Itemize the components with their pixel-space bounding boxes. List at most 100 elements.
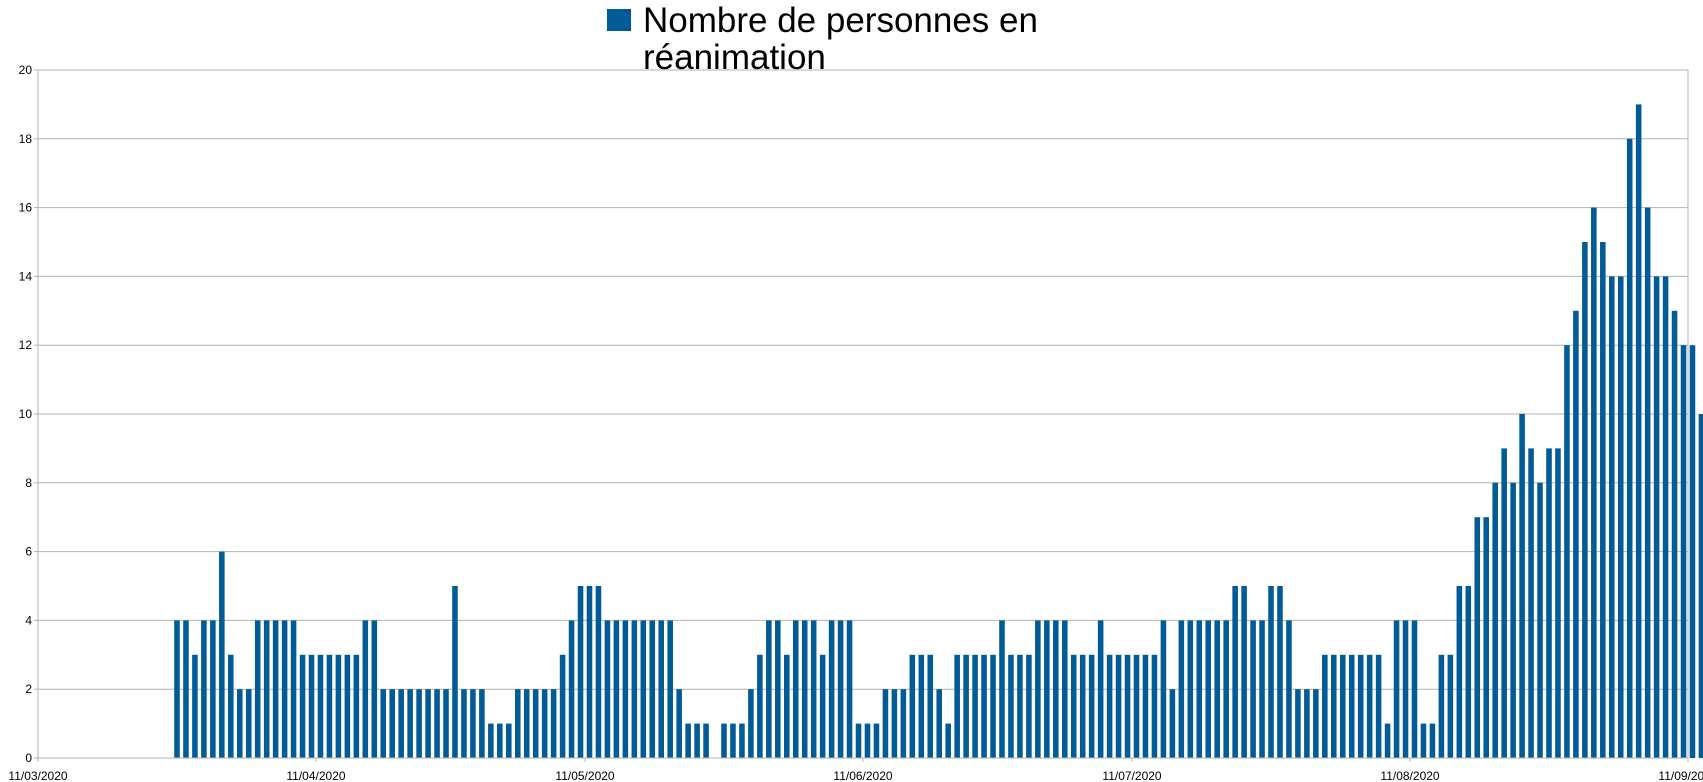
- bar: [676, 689, 682, 758]
- bar: [1187, 620, 1194, 758]
- bar: [1375, 654, 1382, 758]
- bar: [514, 689, 521, 758]
- bar: [1106, 654, 1113, 758]
- x-axis-ticks: 11/03/2020 11/04/2020 11/05/2020 11/06/2020…: [8, 758, 1703, 782]
- bar: [335, 654, 342, 758]
- bar: [398, 689, 404, 758]
- bar: [864, 723, 871, 758]
- bar: [873, 723, 880, 758]
- y-tick-label: 0: [25, 751, 32, 765]
- bar: [1348, 654, 1355, 758]
- bar: [219, 551, 225, 758]
- bar: [1680, 345, 1687, 758]
- bar: [1474, 517, 1481, 758]
- bar: [945, 723, 951, 758]
- bar: [1662, 276, 1669, 758]
- bar: [1088, 654, 1095, 758]
- bar: [1528, 448, 1534, 758]
- bar: [1061, 620, 1068, 758]
- bar: [658, 620, 665, 758]
- bar: [470, 689, 476, 758]
- bar: [1178, 620, 1185, 758]
- bar: [1447, 654, 1454, 758]
- bar: [667, 620, 673, 758]
- bar: [792, 620, 799, 758]
- bar: [1008, 654, 1014, 758]
- bar: [954, 654, 960, 758]
- bars: [174, 104, 1703, 759]
- bar: [1402, 620, 1409, 758]
- bar: [523, 689, 530, 758]
- bar: [927, 654, 934, 758]
- bar: [775, 620, 781, 758]
- legend-swatch: [607, 9, 631, 31]
- bar: [1609, 276, 1615, 758]
- bar: [1223, 620, 1229, 758]
- bar: [1142, 654, 1149, 758]
- y-tick-label: 10: [19, 407, 33, 421]
- bar: [837, 620, 844, 758]
- bar: [1483, 517, 1490, 758]
- bar: [416, 689, 422, 758]
- bar: [488, 723, 494, 758]
- bar: [810, 620, 817, 758]
- bar: [748, 689, 754, 758]
- bar: [1322, 654, 1328, 758]
- bar: [963, 654, 969, 758]
- bar: [1097, 620, 1104, 758]
- y-axis-ticks: 0 2 4 6 8 10 12 14 16 18 20: [19, 63, 38, 765]
- bar: [1250, 620, 1256, 758]
- bar: [497, 723, 503, 758]
- bar: [990, 654, 996, 758]
- bar: [559, 654, 566, 758]
- bar: [1205, 620, 1212, 758]
- bar: [174, 620, 180, 758]
- bar: [317, 654, 324, 758]
- bar: [1393, 620, 1400, 758]
- bar: [568, 620, 575, 758]
- bar: [1026, 654, 1032, 758]
- bar: [1635, 104, 1642, 758]
- bar: [353, 654, 360, 758]
- bar: [479, 689, 485, 758]
- bar: [1366, 654, 1373, 758]
- bar: [380, 689, 387, 758]
- bar: [1438, 654, 1445, 758]
- bar: [1357, 654, 1364, 758]
- bar: [299, 654, 306, 758]
- bar: [1591, 207, 1597, 759]
- bar: [1698, 414, 1703, 758]
- bar: [819, 654, 826, 758]
- bar: [586, 586, 593, 758]
- bar: [1339, 654, 1346, 758]
- bar: [1124, 654, 1131, 758]
- bar: [1573, 310, 1579, 758]
- bar: [784, 654, 790, 758]
- bar: [1626, 138, 1633, 759]
- bar: [882, 689, 889, 758]
- bar: [1671, 310, 1678, 758]
- bar: [425, 689, 431, 758]
- bar: [604, 620, 611, 758]
- bar: [1044, 620, 1050, 758]
- bar: [344, 654, 351, 758]
- bar: [326, 654, 333, 758]
- y-tick-label: 18: [19, 132, 33, 146]
- bar: [236, 689, 243, 758]
- bar: [1420, 723, 1427, 758]
- bar: [308, 654, 315, 758]
- bar: [506, 723, 512, 758]
- bar: [1070, 654, 1077, 758]
- bar: [640, 620, 647, 758]
- bar: [550, 689, 557, 758]
- bar: [1133, 654, 1140, 758]
- bar: [1582, 242, 1588, 758]
- bar: [1313, 689, 1319, 758]
- bar: [1564, 345, 1570, 758]
- bar: [1053, 620, 1059, 758]
- bar: [281, 620, 288, 758]
- bar: [613, 620, 620, 758]
- bar: [1286, 620, 1292, 758]
- bar: [1492, 482, 1498, 758]
- y-tick-label: 12: [19, 338, 33, 352]
